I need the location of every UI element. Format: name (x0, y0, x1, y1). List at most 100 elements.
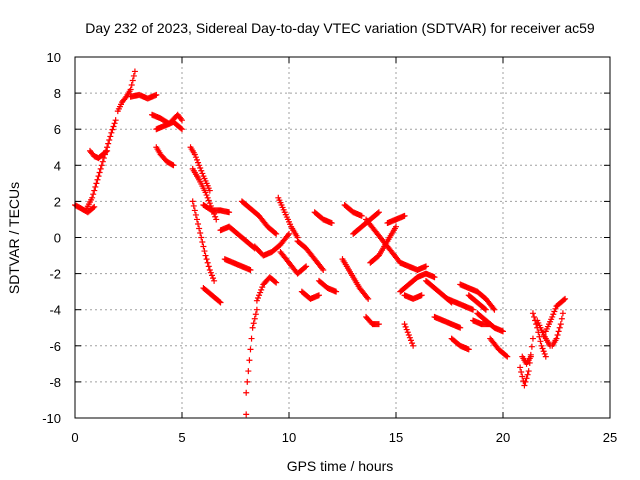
data-point (190, 202, 197, 209)
data-point (320, 266, 327, 273)
data-point (358, 212, 365, 219)
data-point (103, 148, 110, 155)
data-point (203, 192, 210, 199)
data-point (540, 348, 547, 355)
data-point (302, 264, 309, 271)
data-point (528, 343, 535, 350)
data-point (179, 117, 185, 124)
data-point (407, 337, 414, 344)
data-point (92, 183, 99, 190)
x-tick-label: 10 (282, 430, 296, 445)
data-point (457, 324, 464, 331)
data-point (91, 187, 98, 194)
y-tick-label: 6 (54, 122, 61, 137)
data-point (107, 133, 114, 140)
data-point (521, 382, 528, 389)
data-point (286, 230, 292, 237)
data-point (197, 229, 204, 236)
data-point (97, 165, 104, 172)
data-point (216, 298, 223, 305)
data-point (246, 357, 253, 364)
data-point (206, 266, 213, 273)
data-point (531, 313, 538, 320)
y-tick-label: -4 (49, 303, 61, 318)
data-point (169, 161, 176, 168)
data-point (195, 220, 202, 227)
data-point (524, 371, 531, 378)
data-point (303, 263, 310, 270)
grid-lines (75, 57, 610, 418)
data-point (206, 187, 213, 194)
data-point (109, 126, 116, 133)
y-tick-label: 2 (54, 194, 61, 209)
data-point (404, 329, 411, 336)
data-point (273, 230, 280, 237)
data-point (130, 72, 137, 79)
data-point (518, 368, 525, 375)
data-point (560, 296, 567, 303)
data-point (90, 191, 97, 198)
data-point (249, 324, 256, 331)
y-tick-label: 10 (47, 50, 61, 65)
data-point (93, 180, 100, 187)
data-point (541, 350, 548, 357)
data-point (557, 321, 564, 328)
data-point (481, 305, 488, 312)
data-point (198, 234, 205, 241)
data-point (170, 162, 177, 169)
data-point (284, 232, 291, 239)
data-point (217, 299, 224, 306)
data-point (205, 197, 212, 204)
x-tick-label: 20 (496, 430, 510, 445)
data-point (202, 189, 209, 196)
data-point (247, 266, 254, 273)
data-point (562, 295, 569, 302)
y-tick-labels: -10 -8 -6 -4 -2 0 2 4 6 8 10 (42, 50, 61, 426)
data-point (206, 200, 213, 207)
data-point (212, 213, 219, 220)
data-point (257, 289, 264, 296)
x-tick-label: 5 (178, 430, 185, 445)
data-point (193, 216, 200, 223)
data-point (90, 204, 97, 211)
data-point (365, 295, 372, 302)
data-point (542, 353, 549, 360)
data-point (205, 263, 212, 270)
y-tick-label: -10 (42, 411, 61, 426)
data-point (253, 306, 260, 313)
data-point (504, 353, 511, 360)
data-point (208, 272, 215, 279)
data-point (193, 156, 200, 163)
data-point (200, 243, 207, 250)
data-point (523, 375, 530, 382)
data-point (529, 310, 536, 317)
data-point (527, 353, 534, 360)
x-tick-label: 25 (603, 430, 617, 445)
data-point (153, 91, 160, 98)
x-axis-label: GPS time / hours (287, 458, 394, 474)
data-point (96, 169, 103, 176)
data-point (104, 147, 111, 154)
y-tick-label: 0 (54, 231, 61, 246)
data-point (179, 126, 185, 133)
data-point (375, 321, 382, 328)
data-point (374, 210, 381, 217)
data-point (553, 335, 560, 342)
data-point (252, 311, 259, 318)
data-point (522, 378, 529, 385)
data-point (247, 346, 254, 353)
chart-title: Day 232 of 2023, Sidereal Day-to-day VTE… (85, 20, 595, 36)
data-point (431, 274, 438, 281)
data-point (470, 306, 477, 313)
y-tick-label: -2 (49, 267, 61, 282)
data-point (418, 292, 425, 299)
data-point (105, 140, 112, 147)
y-axis-label: SDTVAR / TECUs (6, 182, 22, 294)
data-point (558, 315, 565, 322)
data-point (243, 389, 250, 396)
data-point (482, 306, 489, 313)
data-point (99, 158, 106, 165)
data-point (503, 352, 510, 359)
data-point (195, 159, 202, 166)
